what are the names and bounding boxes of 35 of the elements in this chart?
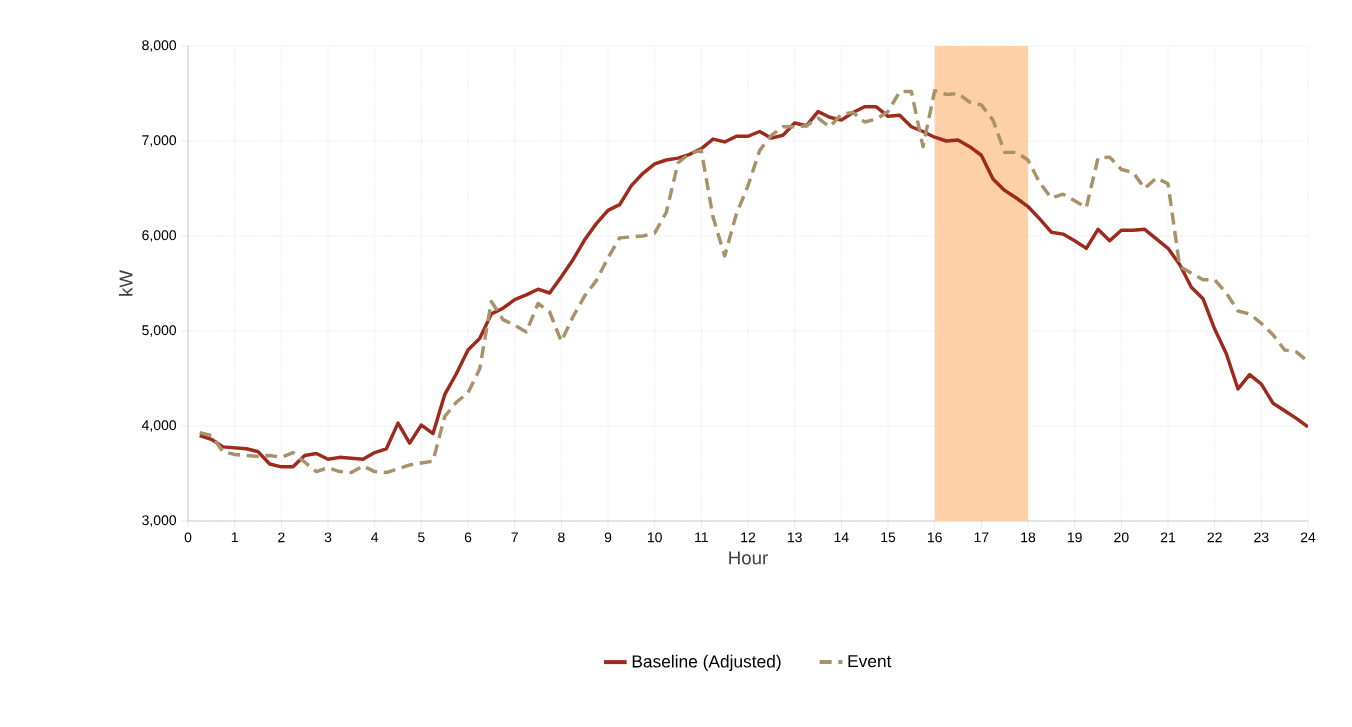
y-tick-label: 3,000 xyxy=(142,515,177,527)
x-tick-label: 4 xyxy=(371,532,379,542)
y-tick-label: 4,000 xyxy=(141,420,177,432)
x-axis-title: Hour xyxy=(729,551,768,565)
legend-label: Event xyxy=(848,655,892,668)
x-tick-label: 17 xyxy=(974,532,989,542)
legend-label: Baseline (Adjusted) xyxy=(632,654,781,671)
x-tick-label: 16 xyxy=(927,532,942,543)
x-tick-label: 18 xyxy=(1021,532,1036,543)
x-tick-label: 23 xyxy=(1254,532,1269,543)
y-tick-label: 5,000 xyxy=(142,325,177,337)
x-tick-label: 13 xyxy=(787,532,802,543)
x-tick-label: 20 xyxy=(1114,532,1129,543)
x-tick-label: 9 xyxy=(604,532,612,543)
x-tick-label: 0 xyxy=(184,532,192,543)
x-tick-label: 19 xyxy=(1067,532,1082,543)
x-tick-label: 2 xyxy=(278,532,285,543)
x-tick-label: 6 xyxy=(464,532,472,543)
x-tick-label: 10 xyxy=(647,532,662,543)
y-tick-label: 6,000 xyxy=(142,230,177,242)
x-tick-label: 7 xyxy=(511,532,518,542)
x-tick-label: 1 xyxy=(231,532,238,542)
x-tick-label: 12 xyxy=(741,532,756,543)
x-tick-label: 8 xyxy=(558,532,565,543)
y-tick-label: 8,000 xyxy=(142,40,177,52)
x-tick-label: 11 xyxy=(695,532,708,542)
x-tick-label: 22 xyxy=(1207,532,1222,543)
x-tick-label: 3 xyxy=(324,532,332,543)
x-tick-label: 24 xyxy=(1300,532,1316,543)
x-tick-label: 21 xyxy=(1160,532,1176,543)
y-axis-title: kW xyxy=(118,270,133,296)
x-tick-label: 15 xyxy=(881,532,896,543)
x-tick-label: 5 xyxy=(418,532,425,543)
y-tick-label: 7,000 xyxy=(142,135,177,147)
x-tick-label: 14 xyxy=(834,532,849,542)
